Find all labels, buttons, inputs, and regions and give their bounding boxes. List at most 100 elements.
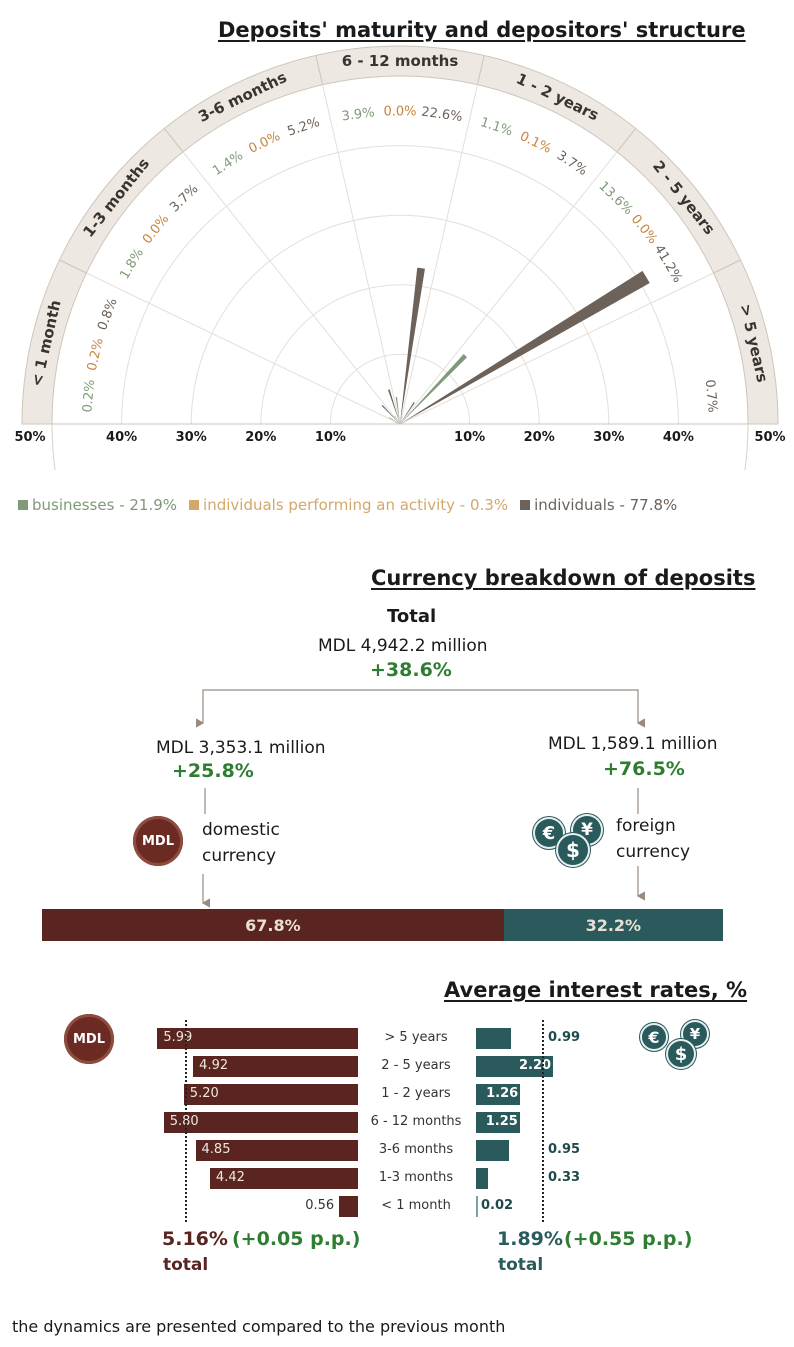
mdl-rate-bar: [193, 1056, 358, 1077]
fx-rate-value: 0.33: [548, 1170, 581, 1185]
rate-category-label: 3-6 months: [378, 1142, 454, 1157]
mdl-rate-bar: [183, 1084, 358, 1105]
polar-axis-tick: 20%: [245, 430, 277, 445]
foreign-share-bar: 32.2%: [503, 909, 723, 941]
polar-value-label: 0.1%: [517, 129, 553, 157]
legend-label: individuals performing an activity - 0.3…: [203, 496, 509, 514]
polar-value-label: 0.7%: [702, 379, 720, 413]
fx-average-line: [542, 1020, 545, 1222]
polar-spoke: [163, 128, 401, 425]
mdl-icon: MDL: [64, 1014, 114, 1064]
foreign-share-label: 32.2%: [585, 915, 642, 935]
polar-bar: [394, 421, 400, 424]
domestic-value: MDL 3,353.1 million: [156, 738, 326, 758]
mdl-total-change: (+0.05 p.p.): [232, 1228, 361, 1250]
fx-total-rate: 1.89%: [497, 1228, 563, 1250]
polar-value-label: 0.0%: [383, 105, 416, 120]
mdl-average-line: [185, 1020, 188, 1222]
polar-bar: [400, 353, 468, 424]
polar-band-divider: [163, 128, 184, 153]
domestic-label-2: currency: [202, 846, 277, 866]
polar-value-label: 0.8%: [95, 296, 121, 332]
foreign-label-1: foreign: [616, 816, 676, 836]
polar-band-divider: [713, 259, 741, 274]
fx-rate-value: 0.99: [548, 1030, 581, 1045]
polar-bar: [394, 415, 400, 424]
fx-rate-value: 0.95: [548, 1142, 581, 1157]
dollar-icon: $: [666, 1039, 696, 1069]
footnote: the dynamics are presented compared to t…: [12, 1317, 506, 1336]
polar-band-divider: [616, 128, 637, 153]
mdl-rate-bar: [163, 1112, 358, 1133]
polar-bar: [400, 423, 405, 424]
dollar-icon: $: [556, 833, 590, 867]
polar-band-divider: [476, 55, 485, 85]
fx-total-change: (+0.55 p.p.): [564, 1228, 693, 1250]
currency-total-value: MDL 4,942.2 million: [318, 636, 488, 656]
polar-value-label: 0.0%: [246, 129, 282, 157]
polar-spoke: [59, 259, 401, 425]
fx-rate-bar: [476, 1168, 488, 1189]
polar-axis-tick: 10%: [454, 430, 486, 445]
polar-value-label: 3.7%: [554, 148, 590, 179]
rate-category-label: 1-3 months: [378, 1170, 454, 1185]
polar-axis-tick: 40%: [106, 430, 138, 445]
polar-value-label: 3.7%: [167, 182, 201, 216]
fx-rate-bar: [476, 1196, 478, 1217]
polar-bar: [400, 267, 425, 424]
polar-value-label: 0.0%: [140, 212, 172, 247]
mdl-rate-value: 4.92: [199, 1058, 229, 1073]
legend-swatch: [18, 500, 28, 510]
foreign-label-2: currency: [616, 842, 691, 862]
domestic-share-label: 67.8%: [245, 915, 301, 935]
polar-bar: [381, 404, 400, 424]
polar-axis-tick: 10%: [314, 430, 346, 445]
rate-category-label: > 5 years: [384, 1030, 448, 1045]
polar-axis-tick: 20%: [523, 430, 555, 445]
polar-value-label: 1.8%: [117, 246, 147, 282]
mdl-rate-bar: [195, 1140, 358, 1161]
polar-axis-tick: 30%: [175, 430, 207, 445]
mdl-rate-bar: [339, 1196, 358, 1217]
polar-spoke: [315, 55, 401, 425]
fx-rate-bar: [476, 1056, 553, 1077]
fx-rate-bar: [476, 1140, 510, 1161]
polar-axis-tick: 50%: [754, 430, 786, 445]
polar-value-label: 41.2%: [651, 242, 685, 285]
maturity-legend: businesses - 21.9% individuals performin…: [18, 496, 677, 514]
mdl-rate-bar: [209, 1168, 358, 1189]
rates-title: Average interest rates, %: [444, 978, 748, 1002]
foreign-value: MDL 1,589.1 million: [548, 734, 718, 754]
domestic-label-1: domestic: [202, 820, 280, 840]
fx-rate-value: 0.02: [481, 1198, 514, 1213]
polar-value-label: 0.0%: [628, 212, 660, 247]
fx-rate-bar: [476, 1084, 521, 1105]
polar-spoke: [399, 128, 637, 425]
fx-total-word: total: [498, 1255, 544, 1275]
mdl-rate-bar: [157, 1028, 358, 1049]
domestic-share-bar: 67.8%: [42, 909, 504, 941]
polar-axis-tick: 40%: [662, 430, 694, 445]
polar-category-label: 6 - 12 months: [342, 52, 459, 70]
legend-item-businesses: businesses - 21.9%: [18, 496, 177, 514]
polar-category-label: 2 - 5 years: [649, 157, 719, 238]
polar-grid-ring: [190, 214, 610, 425]
foreign-change: +76.5%: [603, 758, 685, 780]
legend-item-individuals: individuals - 77.8%: [520, 496, 677, 514]
legend-item-individuals-activity: individuals performing an activity - 0.3…: [189, 496, 508, 514]
mdl-total-word: total: [163, 1255, 209, 1275]
fx-rate-bar: [476, 1112, 520, 1133]
polar-plot-area: [51, 423, 749, 470]
polar-grid-ring: [329, 353, 471, 425]
legend-label: individuals - 77.8%: [534, 496, 678, 514]
polar-bar: [395, 397, 400, 424]
fx-rate-value: 1.25: [485, 1114, 518, 1129]
polar-value-label: 1.1%: [478, 115, 514, 139]
polar-value-label: 0.2%: [85, 337, 107, 373]
polar-spoke: [399, 55, 485, 425]
currency-total-label: Total: [387, 606, 437, 627]
polar-category-label: 1-3 months: [79, 155, 153, 241]
polar-band-divider: [315, 55, 324, 85]
polar-spoke: [399, 259, 741, 425]
polar-value-label: 22.6%: [420, 105, 463, 125]
